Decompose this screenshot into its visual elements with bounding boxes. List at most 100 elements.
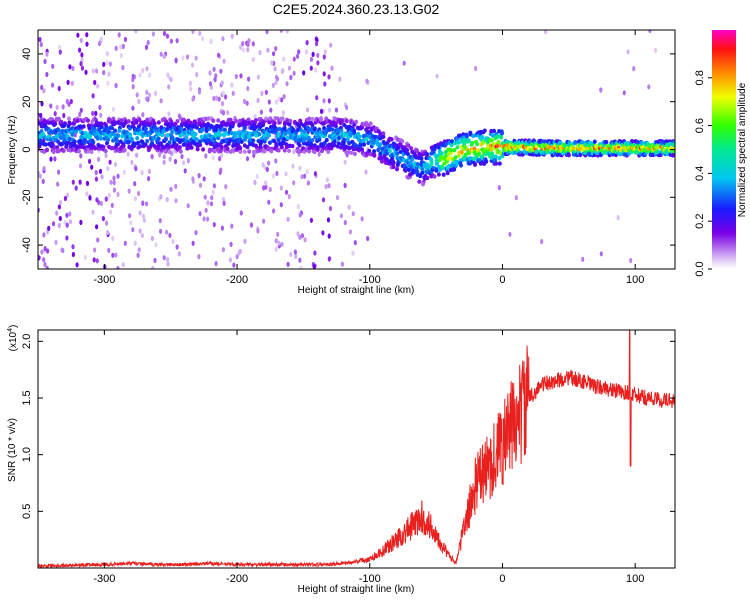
heatmap-cell [57,148,61,154]
heatmap-cell [191,30,195,34]
heatmap-cell [231,121,236,126]
heatmap-cell [354,119,359,125]
heatmap-cell [83,254,87,260]
heatmap-cell [88,158,92,164]
heatmap-cell [557,140,562,146]
heatmap-cell [95,258,99,264]
heatmap-cell [135,136,140,141]
spectrogram-y-tick-label: 40 [21,48,33,60]
heatmap-cell [202,123,207,128]
heatmap-cell [165,196,169,203]
heatmap-cell [364,136,369,142]
heatmap-cell [235,254,239,260]
heatmap-cell [372,149,377,154]
heatmap-cell [425,175,430,181]
heatmap-cell [321,197,326,203]
heatmap-cell [134,166,138,172]
heatmap-cell [247,76,251,82]
heatmap-cell [292,180,296,186]
heatmap-cell [309,126,314,132]
heatmap-cell [94,169,98,176]
heatmap-cell [121,262,125,268]
heatmap-cell [78,124,83,129]
heatmap-cell [222,200,226,206]
heatmap-cell [364,169,368,175]
heatmap-cell [91,209,95,215]
heatmap-cell [67,101,71,107]
heatmap-cell [169,77,173,83]
heatmap-cell [409,146,414,151]
heatmap-cell [221,247,225,253]
colorbar-tick-label: 0.4 [694,166,706,181]
heatmap-cell [499,135,504,140]
heatmap-cell [282,94,286,100]
heatmap-cell [284,189,289,195]
heatmap-cell [65,235,69,241]
heatmap-cell [152,121,157,126]
heatmap-cell [99,121,104,126]
heatmap-cell [298,165,302,171]
heatmap-cell [270,60,274,66]
heatmap-cell [138,144,143,149]
heatmap-cell [55,104,59,110]
heatmap-cell [336,141,341,146]
heatmap-cell [476,148,481,153]
heatmap-cell [242,149,247,154]
heatmap-cell [210,195,214,201]
heatmap-cell [294,130,299,136]
heatmap-cell [378,142,383,147]
heatmap-cell [271,82,275,88]
heatmap-cell [119,118,124,123]
colorbar-tick-label: 0.6 [694,118,706,133]
heatmap-cell [391,160,396,165]
heatmap-cell [140,170,144,176]
heatmap-cell [202,176,206,182]
heatmap-cell [327,256,331,262]
heatmap-cell [274,144,279,149]
snr-x-tick-label: -300 [93,573,115,585]
heatmap-cell [214,73,218,79]
heatmap-cell [266,146,271,152]
heatmap-cell [296,231,300,237]
heatmap-cell [108,159,112,165]
heatmap-cell [64,143,69,148]
heatmap-cell [214,95,219,101]
heatmap-cell [198,182,203,188]
heatmap-cell [87,126,92,131]
heatmap-cell [178,149,183,154]
heatmap-cell [88,195,92,201]
heatmap-cell [230,148,235,153]
heatmap-cell [221,36,225,42]
heatmap-cell [95,224,99,230]
heatmap-cell [280,241,284,247]
snr-y-ticks: 0.5 1.0 1.5 2.0 [21,334,675,519]
heatmap-cell [419,156,424,161]
heatmap-cell [111,235,115,242]
heatmap-cell [292,70,296,76]
heatmap-cell [314,41,319,47]
heatmap-cell [352,151,357,157]
heatmap-cell [123,240,127,246]
heatmap-cell [490,151,494,156]
heatmap-cell [61,247,65,254]
heatmap-cell [144,44,149,51]
heatmap-cell [420,166,425,172]
heatmap-cell [312,126,317,132]
heatmap-cell [292,149,296,155]
heatmap-cell [385,151,389,156]
heatmap-cell [414,165,419,171]
heatmap-cell [217,96,221,102]
heatmap-cell [115,138,120,144]
heatmap-cell [294,253,298,259]
heatmap-cell [158,218,162,224]
heatmap-cell [464,132,469,137]
heatmap-cell [98,168,103,174]
heatmap-cell [327,98,331,104]
heatmap-cell [176,129,181,135]
heatmap-cell [345,104,349,111]
heatmap-cell [305,169,309,175]
heatmap-cell [72,139,77,144]
heatmap-cell [220,225,224,231]
colorbar-tick-label: 0.0 [694,261,706,276]
